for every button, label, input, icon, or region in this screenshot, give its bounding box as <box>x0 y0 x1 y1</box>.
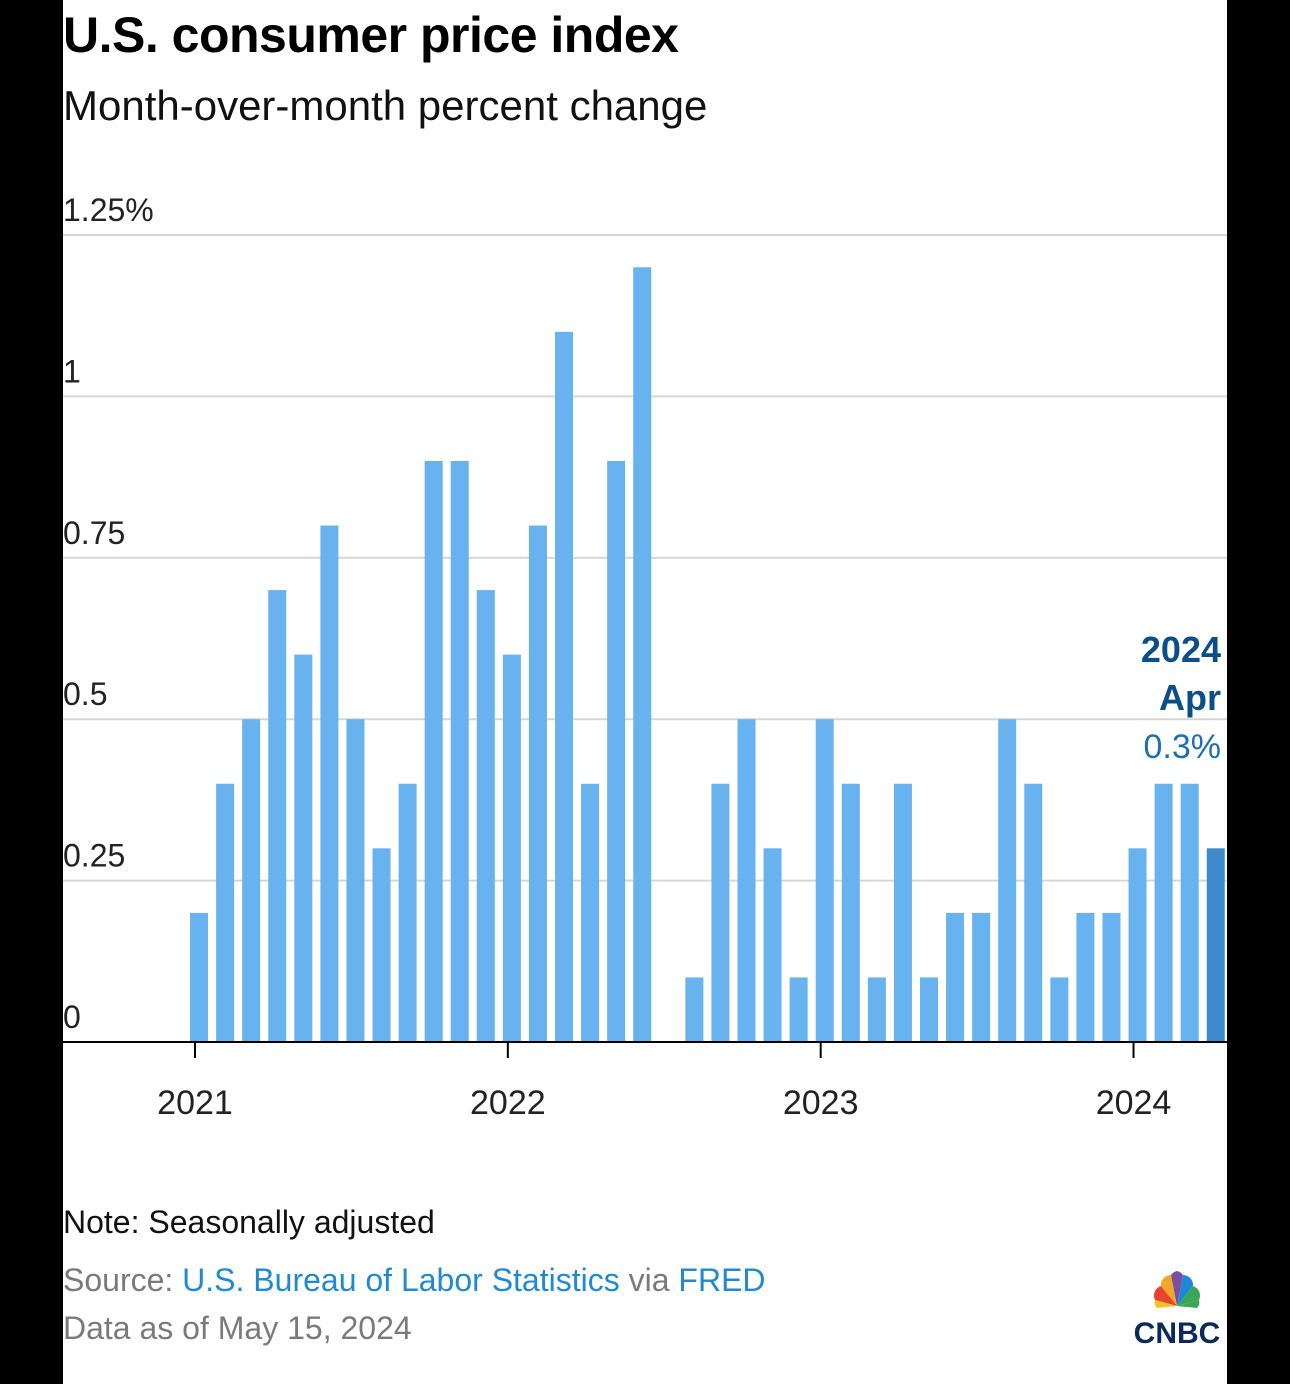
source-line: Source: U.S. Bureau of Labor Statistics … <box>63 1262 766 1299</box>
bar <box>268 590 287 1042</box>
x-tick-label: 2021 <box>157 1084 233 1122</box>
y-tick-label: 0 <box>63 999 81 1035</box>
bar <box>216 783 235 1042</box>
bar <box>919 977 938 1042</box>
bar <box>815 719 834 1042</box>
bar <box>1180 783 1199 1042</box>
x-tick-label: 2022 <box>470 1084 546 1122</box>
source-via: via <box>619 1262 679 1298</box>
data-as-of: Data as of May 15, 2024 <box>63 1310 412 1346</box>
source-prefix: Source: <box>63 1262 183 1298</box>
x-tick-label: 2024 <box>1096 1084 1172 1122</box>
bar <box>711 783 730 1042</box>
chart-title: U.S. consumer price index <box>63 7 679 63</box>
bar <box>789 977 808 1042</box>
bar <box>867 977 886 1042</box>
bar <box>242 719 261 1042</box>
bar <box>372 848 391 1042</box>
bar <box>607 460 626 1043</box>
bar <box>476 590 495 1042</box>
y-tick-label: 1 <box>63 353 81 389</box>
bar-highlight <box>1206 848 1225 1042</box>
bar <box>1102 912 1121 1042</box>
annotation-year: 2024 <box>1141 629 1221 670</box>
bar <box>763 848 782 1042</box>
bar <box>1128 848 1147 1042</box>
bar <box>581 783 600 1042</box>
bar <box>946 912 965 1042</box>
bar <box>1050 977 1069 1042</box>
bar <box>502 654 521 1042</box>
cnbc-logo: CNBC <box>1134 1271 1221 1348</box>
bar <box>1076 912 1095 1042</box>
logo-text: CNBC <box>1134 1317 1221 1348</box>
bar <box>294 654 313 1042</box>
bar <box>424 460 443 1043</box>
bar <box>190 912 209 1042</box>
bar <box>737 719 756 1042</box>
bar <box>398 783 417 1042</box>
bar <box>685 977 704 1042</box>
bar <box>633 267 652 1042</box>
nbc-peacock-icon <box>1153 1271 1201 1308</box>
bar <box>555 331 574 1043</box>
annotation-month: Apr <box>1159 677 1221 718</box>
bar <box>346 719 365 1042</box>
y-tick-label: 0.5 <box>63 676 107 712</box>
bar <box>528 525 547 1042</box>
source-link-fred[interactable]: FRED <box>678 1262 766 1298</box>
y-tick-label: 0.25 <box>63 838 125 874</box>
bar <box>893 783 912 1042</box>
chart-subtitle: Month-over-month percent change <box>63 82 708 129</box>
source-link-bls[interactable]: U.S. Bureau of Labor Statistics <box>182 1262 620 1298</box>
bar <box>1024 783 1043 1042</box>
bar <box>998 719 1017 1042</box>
bar <box>320 525 339 1042</box>
bar <box>841 783 860 1042</box>
bar-chart: 0 0.25 0.5 0.75 1 1.25% 2021 2022 2023 2024 2024 Ap… <box>63 192 1227 1122</box>
bar <box>450 460 469 1043</box>
footnote: Note: Seasonally adjusted <box>63 1204 435 1240</box>
chart-card: U.S. consumer price index Month-over-mon… <box>63 0 1227 1384</box>
annotation-value: 0.3% <box>1144 728 1222 766</box>
bar <box>1154 783 1173 1042</box>
y-tick-label: 1.25% <box>63 192 154 228</box>
y-tick-label: 0.75 <box>63 515 125 551</box>
bar <box>972 912 991 1042</box>
x-tick-label: 2023 <box>783 1084 859 1122</box>
